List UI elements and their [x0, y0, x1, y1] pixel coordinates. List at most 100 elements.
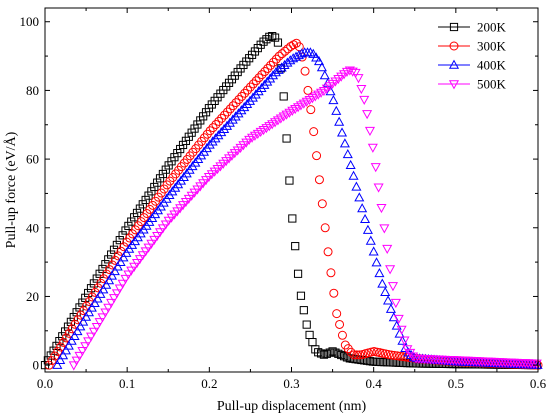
data-point — [390, 298, 401, 309]
data-point — [240, 88, 250, 98]
data-point — [350, 68, 361, 78]
data-point — [352, 350, 362, 360]
data-point — [109, 265, 120, 276]
data-point — [273, 64, 284, 74]
data-point — [215, 162, 226, 172]
y-tick-label: 20 — [26, 289, 39, 304]
data-point — [376, 203, 387, 214]
data-point — [117, 279, 128, 289]
y-tick-label: 60 — [26, 152, 39, 167]
data-point — [248, 79, 258, 89]
data-point — [260, 67, 270, 77]
data-point — [224, 154, 235, 164]
data-point — [138, 200, 147, 209]
data-point — [385, 303, 396, 313]
series-200K — [40, 32, 541, 370]
data-point — [399, 336, 410, 346]
data-point — [382, 244, 393, 254]
legend-marker — [448, 59, 460, 69]
data-point — [334, 116, 345, 126]
data-point — [263, 63, 273, 73]
data-point — [326, 268, 336, 278]
data-point — [78, 316, 89, 326]
data-point — [308, 48, 319, 58]
data-point — [206, 170, 217, 180]
series-400K — [52, 47, 543, 369]
data-point — [311, 52, 322, 62]
data-point — [130, 213, 139, 222]
legend-item-400K: 400K — [438, 58, 507, 73]
data-point — [71, 356, 82, 366]
data-point — [291, 242, 300, 251]
data-point — [232, 146, 243, 156]
data-point — [302, 320, 311, 329]
data-point — [161, 165, 170, 174]
data-point — [124, 221, 133, 231]
data-point — [216, 126, 227, 137]
data-point — [111, 289, 122, 299]
data-point — [56, 342, 66, 352]
data-point — [398, 352, 408, 362]
data-point — [108, 294, 120, 304]
data-point — [337, 350, 346, 360]
data-point — [98, 284, 109, 294]
series-500K — [68, 66, 542, 371]
data-point — [58, 337, 68, 347]
data-point — [380, 286, 391, 297]
data-point — [270, 33, 280, 42]
axis-ticks: 0.0 0.1 0.2 0.3 0.4 0.5 0.6 0 20 40 60 80 100 — [20, 8, 547, 391]
data-point — [85, 332, 97, 342]
data-point — [308, 338, 317, 347]
data-point — [382, 295, 394, 305]
data-point — [158, 169, 168, 179]
data-point — [52, 341, 61, 351]
data-point — [374, 268, 385, 278]
data-point — [63, 340, 74, 350]
x-tick-label: 0.1 — [119, 376, 135, 391]
data-point — [387, 282, 399, 292]
y-tick-label: 0 — [33, 358, 40, 373]
data-point — [259, 37, 268, 46]
data-point — [68, 361, 79, 371]
data-point — [50, 351, 60, 361]
data-point — [336, 127, 348, 137]
data-point — [345, 159, 356, 169]
data-point — [207, 136, 218, 146]
data-point — [359, 213, 371, 224]
data-point — [60, 345, 72, 355]
data-point — [337, 330, 347, 340]
data-point — [314, 348, 323, 357]
data-point — [106, 270, 118, 280]
data-point — [325, 348, 334, 357]
data-point — [357, 203, 368, 213]
data-point — [305, 330, 314, 340]
data-point — [127, 217, 136, 226]
data-point — [220, 110, 230, 120]
data-point — [221, 120, 233, 130]
data-point — [66, 335, 77, 345]
data-point — [254, 73, 264, 83]
data-point — [141, 195, 150, 205]
data-point — [134, 255, 145, 265]
data-point — [226, 151, 237, 161]
data-markers — [40, 32, 543, 371]
data-point — [101, 279, 112, 289]
legend-marker — [449, 41, 459, 51]
data-point — [316, 62, 327, 72]
data-point — [214, 116, 224, 126]
legend-label: 500K — [477, 77, 507, 92]
data-point — [92, 293, 103, 303]
data-point — [46, 351, 55, 360]
data-point — [131, 258, 143, 269]
data-point — [373, 183, 384, 193]
data-point — [296, 291, 306, 300]
data-point — [224, 117, 235, 127]
data-point — [325, 86, 336, 96]
data-point — [391, 320, 402, 330]
data-point — [123, 270, 134, 280]
legend-marker — [449, 22, 459, 32]
data-point — [322, 349, 331, 358]
data-point — [74, 351, 85, 361]
data-point — [317, 199, 327, 209]
data-point — [94, 318, 105, 328]
